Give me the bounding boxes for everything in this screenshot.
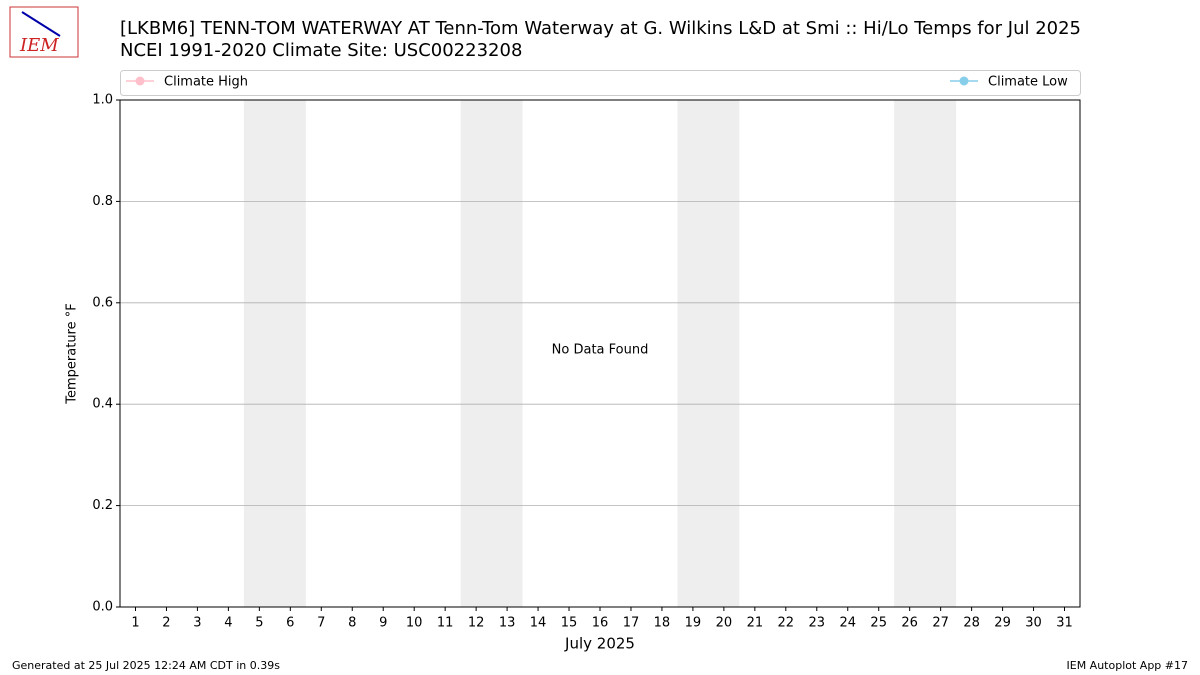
- x-tick-label: 17: [623, 616, 640, 631]
- logo-icon: [21, 11, 61, 37]
- x-tick-label: 29: [994, 616, 1011, 631]
- x-tick-label: 13: [499, 616, 516, 631]
- legend-label: Climate Low: [988, 75, 1068, 90]
- x-tick-label: 4: [224, 616, 232, 631]
- x-tick-label: 10: [406, 616, 423, 631]
- y-tick-label: 0.4: [92, 397, 113, 412]
- y-tick-label: 0.0: [92, 600, 113, 615]
- x-tick-label: 12: [468, 616, 485, 631]
- x-tick-label: 16: [592, 616, 609, 631]
- x-tick-label: 30: [1025, 616, 1042, 631]
- x-tick-label: 5: [255, 616, 263, 631]
- x-tick-label: 21: [747, 616, 764, 631]
- x-tick-label: 14: [530, 616, 547, 631]
- legend-label: Climate High: [164, 75, 248, 90]
- chart-subtitle: NCEI 1991-2020 Climate Site: USC00223208: [120, 40, 522, 61]
- legend-marker: [135, 76, 145, 86]
- legend-marker: [959, 76, 969, 86]
- x-tick-label: 24: [839, 616, 856, 631]
- x-tick-label: 20: [716, 616, 733, 631]
- x-tick-label: 8: [348, 616, 356, 631]
- plot-frame: [119, 99, 1081, 608]
- footer-right: IEM Autoplot App #17: [1067, 659, 1189, 672]
- x-tick-label: 3: [193, 616, 201, 631]
- x-tick-label: 27: [932, 616, 949, 631]
- x-tick-label: 28: [963, 616, 980, 631]
- x-tick-label: 9: [379, 616, 387, 631]
- y-tick-label: 0.2: [92, 498, 113, 513]
- weekend-shade: [243, 100, 306, 607]
- x-tick-label: 26: [901, 616, 918, 631]
- x-tick-label: 6: [286, 616, 294, 631]
- y-axis-label: Temperature °F: [65, 303, 80, 404]
- logo-frame: [9, 6, 79, 58]
- y-tick-label: 0.8: [92, 194, 113, 209]
- x-tick-label: 22: [778, 616, 795, 631]
- x-tick-label: 15: [561, 616, 578, 631]
- y-tick-label: 0.6: [92, 295, 113, 310]
- weekend-shade: [677, 100, 740, 607]
- x-tick-label: 2: [162, 616, 170, 631]
- x-tick-label: 19: [685, 616, 702, 631]
- annotation: No Data Found: [552, 343, 649, 358]
- weekend-shade: [894, 100, 957, 607]
- chart-title: [LKBM6] TENN-TOM WATERWAY AT Tenn-Tom Wa…: [120, 18, 1081, 39]
- x-tick-label: 1: [131, 616, 139, 631]
- x-tick-label: 31: [1056, 616, 1073, 631]
- footer-left: Generated at 25 Jul 2025 12:24 AM CDT in…: [12, 659, 280, 672]
- weekend-shade: [460, 100, 523, 607]
- x-tick-label: 18: [654, 616, 671, 631]
- logo-text: IEM: [19, 35, 59, 56]
- x-axis-label: July 2025: [564, 635, 635, 653]
- x-tick-label: 25: [870, 616, 887, 631]
- y-tick-label: 1.0: [92, 93, 113, 108]
- x-tick-label: 11: [437, 616, 454, 631]
- x-tick-label: 7: [317, 616, 325, 631]
- x-tick-label: 23: [809, 616, 826, 631]
- legend-box: [120, 70, 1081, 96]
